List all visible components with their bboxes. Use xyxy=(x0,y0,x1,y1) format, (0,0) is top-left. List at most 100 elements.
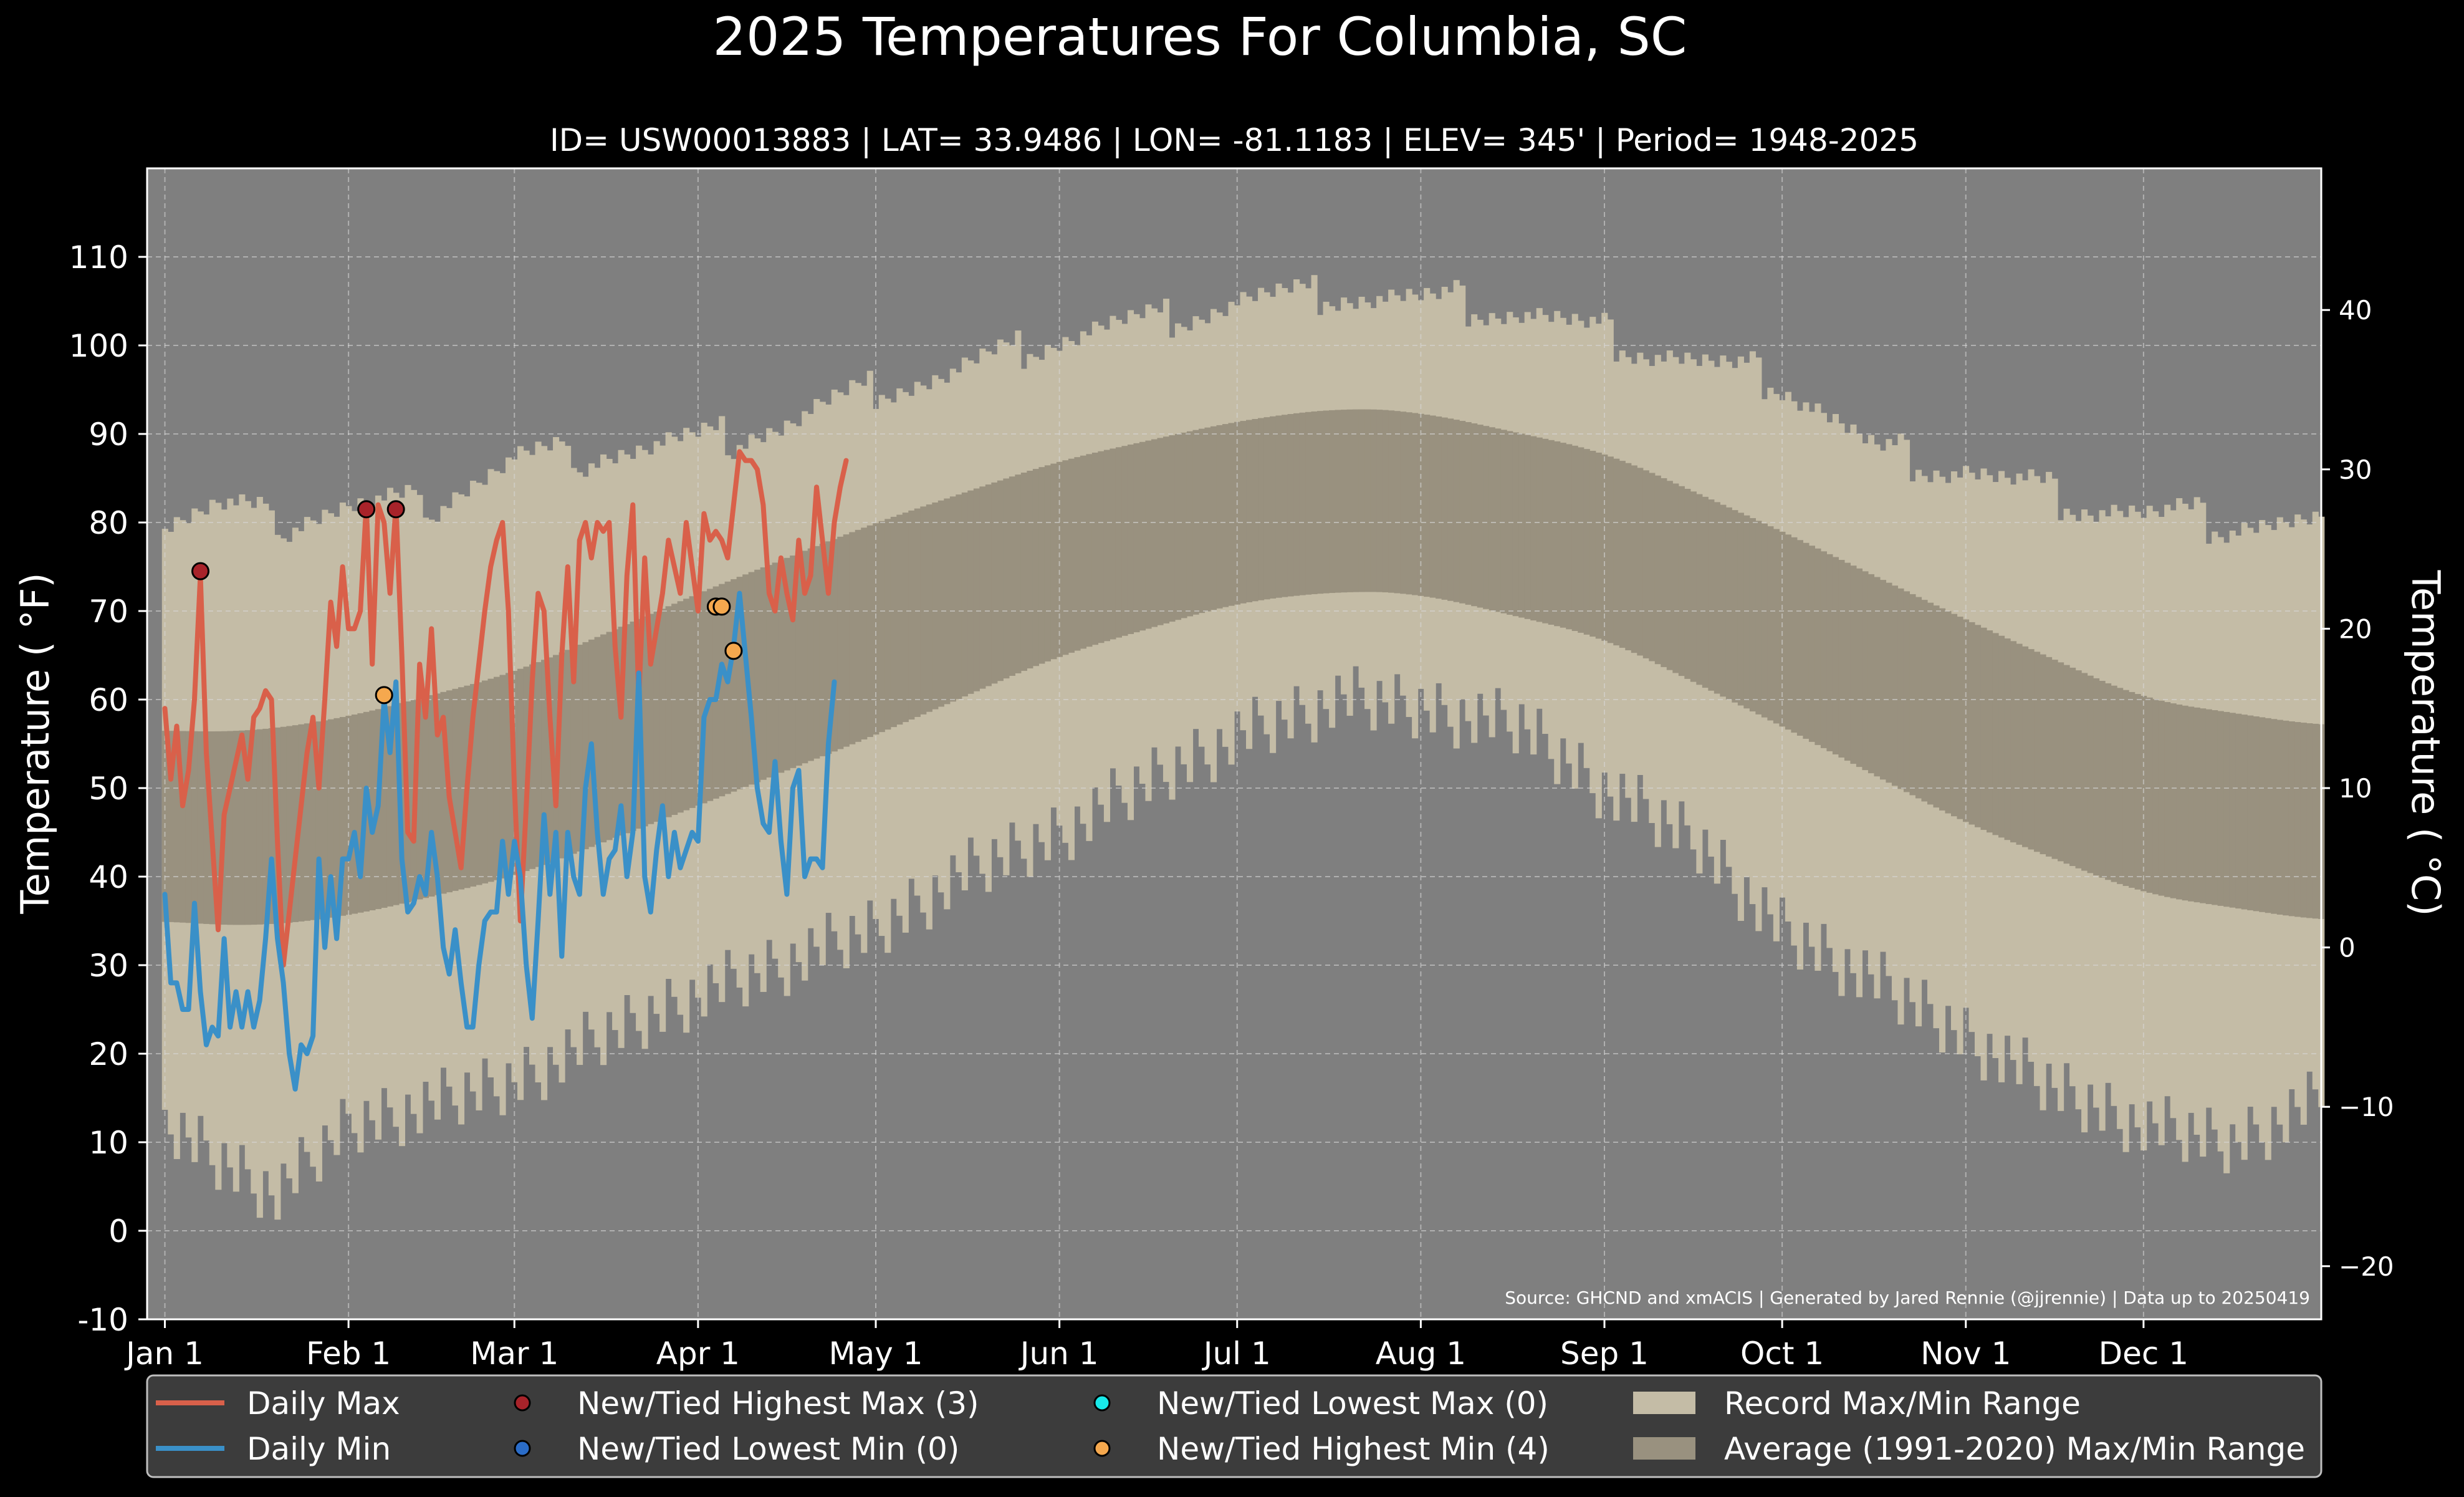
average-range-bar xyxy=(1222,424,1229,607)
average-range-bar xyxy=(884,519,891,730)
average-range-bar xyxy=(2022,646,2029,847)
average-range-bar xyxy=(1607,456,1614,643)
average-range-bar xyxy=(2200,708,2207,903)
average-range-bar xyxy=(1785,534,1791,730)
x-tick-label: Jul 1 xyxy=(1202,1336,1271,1372)
average-range-bar xyxy=(381,707,388,908)
average-range-bar xyxy=(600,634,607,843)
average-range-bar xyxy=(1216,425,1223,609)
average-range-bar xyxy=(369,710,376,911)
average-range-bar xyxy=(1820,551,1827,748)
average-range-bar xyxy=(2099,681,2106,878)
average-range-bar xyxy=(1891,585,1899,786)
average-range-bar xyxy=(1530,436,1537,621)
y-right-tick-label: 0 xyxy=(2339,933,2356,963)
average-range-bar xyxy=(577,645,583,852)
average-range-bar xyxy=(1524,435,1531,619)
average-range-bar xyxy=(1436,416,1442,599)
average-range-bar xyxy=(1975,625,1982,827)
x-tick-label: Oct 1 xyxy=(1740,1336,1824,1372)
average-range-bar xyxy=(1548,440,1555,625)
average-range-bar xyxy=(1086,454,1093,647)
average-range-bar xyxy=(1933,605,1940,808)
average-range-bar xyxy=(1500,430,1507,614)
legend: Daily Max Daily Min New/Tied Highest Max (… xyxy=(146,1374,2323,1478)
record-marker xyxy=(386,500,405,519)
y-right-tick-label: −20 xyxy=(2339,1251,2394,1282)
average-range-bar xyxy=(2271,719,2278,914)
average-range-bar xyxy=(2193,707,2200,903)
average-range-bar xyxy=(1465,421,1472,605)
average-range-bar xyxy=(2247,715,2254,910)
average-range-bar xyxy=(1103,450,1111,642)
average-range-bar xyxy=(1015,474,1022,673)
average-range-bar xyxy=(2058,662,2064,862)
average-range-bar xyxy=(653,611,660,822)
average-range-bar xyxy=(262,728,269,925)
average-range-bar xyxy=(1388,410,1395,593)
average-range-bar xyxy=(1832,557,1839,754)
y-tick-label: 60 xyxy=(89,682,128,718)
series-line-daily-min xyxy=(162,590,837,1092)
average-range-bar xyxy=(1862,571,1869,771)
average-range-bar xyxy=(1571,445,1578,632)
average-range-bar xyxy=(1613,458,1620,646)
average-range-bar xyxy=(1305,412,1312,595)
average-range-bar xyxy=(1121,446,1128,636)
legend-label: Average (1991-2020) Max/Min Range xyxy=(1724,1431,2305,1467)
y-right-tick-label: 30 xyxy=(2339,455,2372,485)
average-range-bar xyxy=(232,731,239,925)
average-range-bar xyxy=(180,731,186,923)
average-range-bar xyxy=(1702,496,1709,688)
average-range-bar xyxy=(1341,410,1348,593)
average-range-bar xyxy=(1110,448,1116,640)
average-range-bar xyxy=(1755,521,1762,715)
average-range-bar xyxy=(997,480,1004,681)
x-tick-label: Jan 1 xyxy=(124,1336,204,1372)
y-tick-label: 70 xyxy=(89,594,128,630)
average-range-bar xyxy=(1293,413,1300,596)
average-range-bar xyxy=(2129,691,2136,888)
average-range-bar xyxy=(2105,683,2112,880)
average-range-bar xyxy=(2241,715,2248,910)
average-range-bar xyxy=(2253,716,2260,912)
average-range-bar xyxy=(565,650,572,857)
average-range-bar xyxy=(1927,602,1934,805)
average-range-bar xyxy=(2063,665,2070,864)
average-range-bar xyxy=(2294,722,2301,917)
average-range-bar xyxy=(535,662,542,867)
average-range-bar xyxy=(784,557,790,771)
average-range-bar xyxy=(481,680,489,883)
average-range-bar xyxy=(890,516,897,728)
average-range-bar xyxy=(1714,502,1720,694)
average-range-bar xyxy=(1311,411,1318,594)
x-tick-label: Aug 1 xyxy=(1376,1336,1466,1372)
x-tick-label: Sep 1 xyxy=(1560,1336,1649,1372)
record-marker xyxy=(375,686,393,705)
average-range-bar xyxy=(506,673,512,877)
average-range-bar xyxy=(1133,443,1140,633)
average-range-bar xyxy=(2288,721,2295,917)
average-range-bar xyxy=(1258,418,1265,600)
average-range-bar xyxy=(1536,437,1543,622)
average-range-bar xyxy=(1412,413,1419,595)
x-tick-label: Dec 1 xyxy=(2099,1336,2188,1372)
average-range-bar xyxy=(1654,475,1661,665)
average-range-bar xyxy=(322,720,328,919)
average-range-bar xyxy=(1814,548,1821,745)
average-range-bar xyxy=(2176,705,2183,900)
average-range-bar xyxy=(1263,417,1270,600)
average-range-bar xyxy=(914,508,921,717)
y-axis-label-right: Temperature ( °C) xyxy=(2403,570,2448,917)
average-range-bar xyxy=(2034,652,2041,852)
average-range-bar xyxy=(1791,537,1798,733)
average-range-bar xyxy=(2140,695,2147,892)
average-range-bar xyxy=(1376,410,1383,592)
x-tick-label: Nov 1 xyxy=(1920,1336,2011,1372)
average-range-bar xyxy=(1275,415,1282,598)
average-range-bar xyxy=(286,726,293,923)
average-range-bar xyxy=(1406,412,1412,595)
average-range-bar xyxy=(434,693,441,895)
y-right-tick-label: 40 xyxy=(2339,295,2372,325)
average-range-bar xyxy=(2069,667,2076,866)
